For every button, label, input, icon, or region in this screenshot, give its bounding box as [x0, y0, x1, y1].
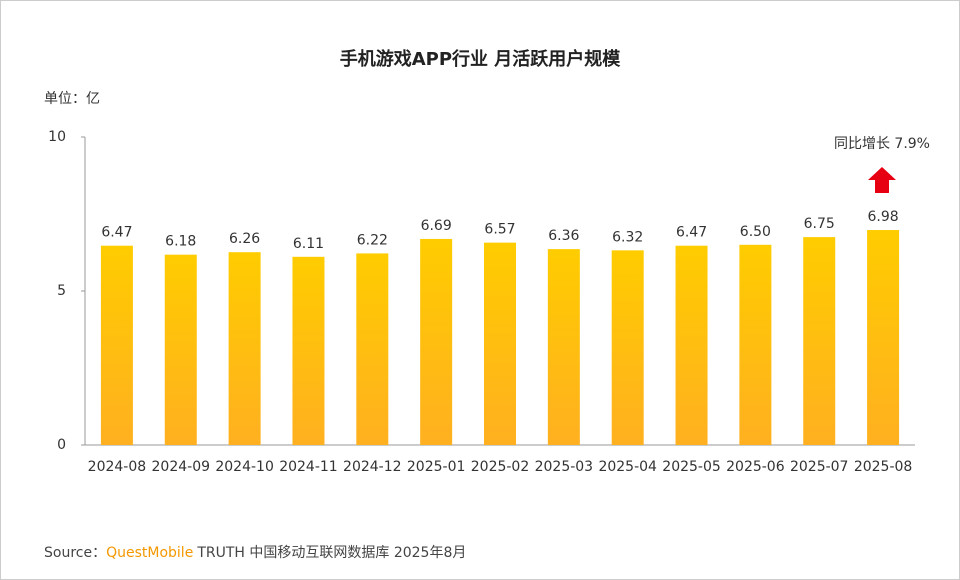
x-tick-label: 2025-05	[662, 459, 721, 475]
source-brand: QuestMobile	[106, 545, 193, 561]
unit-label: 单位：亿	[44, 91, 100, 107]
annotation: 同比增长 7.9%	[834, 136, 930, 152]
value-label: 6.11	[293, 236, 324, 252]
bar	[356, 253, 389, 445]
x-tick-label: 2024-09	[152, 459, 211, 475]
bar	[292, 256, 325, 445]
bar	[611, 250, 644, 445]
bar	[739, 244, 772, 445]
value-label: 6.22	[357, 232, 388, 248]
value-label: 6.47	[676, 225, 707, 241]
y-tick-label: 5	[57, 283, 66, 299]
x-tick-label: 2025-07	[790, 459, 849, 475]
bar	[675, 245, 708, 445]
bar	[867, 230, 900, 445]
source-label: Source：	[44, 545, 106, 561]
x-tick-label: 2024-11	[279, 459, 338, 475]
value-label: 6.36	[548, 228, 579, 244]
bar	[547, 249, 580, 445]
value-label: 6.57	[484, 222, 515, 238]
y-tick-label: 10	[48, 129, 66, 145]
bar	[484, 242, 516, 445]
bar	[803, 237, 836, 445]
x-tick-label: 2025-01	[407, 459, 466, 475]
chart-title: 手机游戏APP行业 月活跃用户规模	[340, 48, 622, 70]
bar	[164, 254, 197, 445]
x-tick-label: 2024-10	[215, 459, 274, 475]
value-label: 6.32	[612, 229, 643, 245]
x-tick-label: 2025-08	[854, 459, 913, 475]
value-label: 6.98	[867, 209, 898, 225]
value-label: 6.50	[740, 224, 771, 240]
x-tick-label: 2025-04	[598, 459, 657, 475]
source-text: TRUTH 中国移动互联网数据库 2025年8月	[196, 545, 466, 561]
bar	[228, 252, 261, 445]
x-tick-label: 2025-03	[535, 459, 594, 475]
x-tick-label: 2024-08	[88, 459, 147, 475]
up-arrow	[868, 167, 896, 193]
y-tick-label: 0	[57, 437, 66, 453]
x-tick-label: 2024-12	[343, 459, 402, 475]
source: Source：QuestMobile TRUTH 中国移动互联网数据库 2025年…	[44, 545, 466, 561]
value-label: 6.75	[804, 216, 835, 232]
bar	[100, 245, 133, 445]
value-label: 6.18	[165, 234, 196, 250]
bar	[420, 238, 453, 445]
x-tick-label: 2025-06	[726, 459, 785, 475]
value-label: 6.69	[421, 218, 452, 234]
x-tick-label: 2025-02	[471, 459, 530, 475]
value-label: 6.26	[229, 231, 260, 247]
value-label: 6.47	[101, 225, 132, 241]
